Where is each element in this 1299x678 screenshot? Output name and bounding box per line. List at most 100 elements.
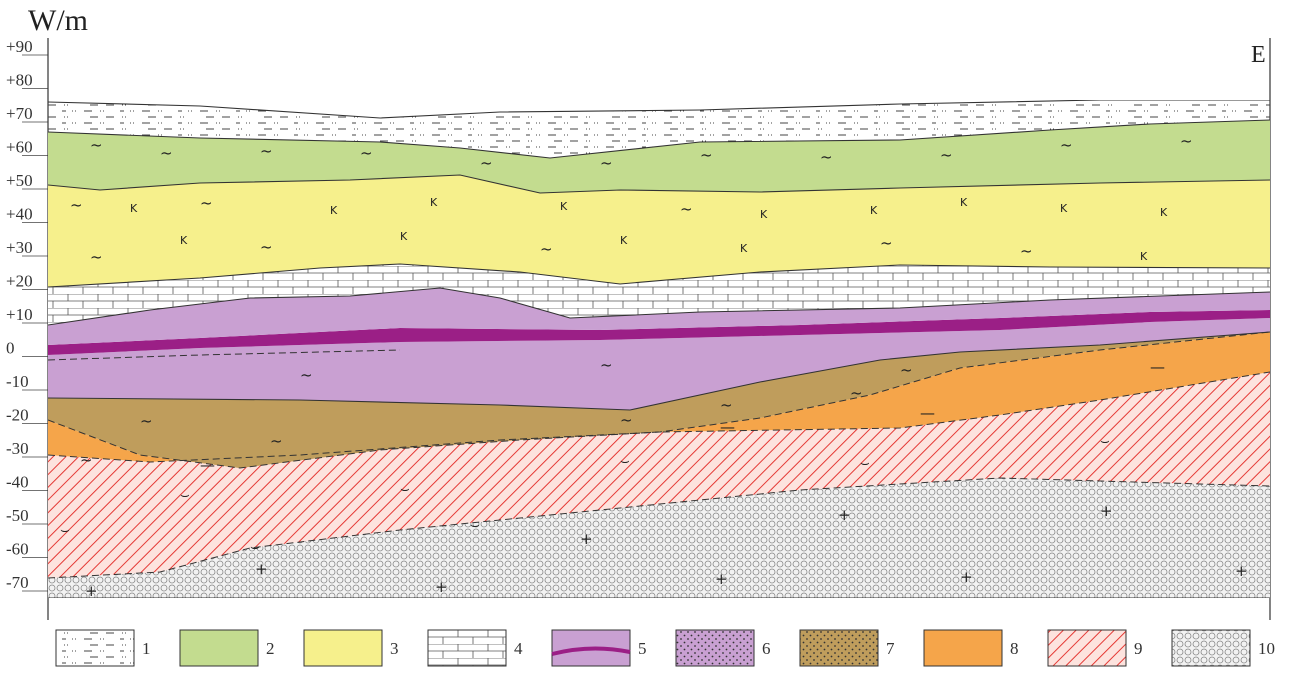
svg-text:~: ~: [600, 154, 613, 172]
svg-text:~: ~: [900, 361, 913, 379]
svg-text:+: +: [435, 578, 448, 596]
y-tick-label: +10: [6, 305, 33, 324]
svg-text:⌣: ⌣: [470, 516, 480, 534]
legend-number-8: 8: [1010, 639, 1019, 658]
svg-text:⌣: ⌣: [60, 521, 70, 539]
layer-8-orange: [48, 332, 1270, 468]
svg-text:~: ~: [160, 144, 173, 162]
svg-text:⌣: ⌣: [400, 480, 410, 498]
svg-text:~: ~: [70, 196, 83, 214]
y-tick-label: 0: [6, 339, 15, 358]
legend-swatch-9: [1047, 629, 1127, 667]
svg-text:⌣: ⌣: [620, 452, 630, 470]
legend-number-5: 5: [638, 639, 647, 658]
svg-text:K: K: [1140, 250, 1148, 263]
svg-text:~: ~: [360, 144, 373, 162]
legend-swatch-1: [55, 629, 135, 667]
legend-swatch-10: [1171, 629, 1251, 667]
svg-text:K: K: [130, 202, 138, 215]
layer-10-basement: [48, 478, 1270, 598]
y-tick-label: +80: [6, 71, 33, 90]
layer-5-purple: [48, 288, 1270, 345]
svg-text:+: +: [1100, 502, 1113, 520]
svg-text:~: ~: [1060, 136, 1073, 154]
layer-9-hatched: [48, 372, 1270, 578]
svg-text:K: K: [740, 242, 748, 255]
legend-number-2: 2: [266, 639, 275, 658]
layer-7-khaki: [48, 332, 1270, 468]
svg-text:+: +: [580, 530, 593, 548]
legend-swatch-dots-7: [800, 630, 878, 666]
y-tick-label: -40: [6, 473, 29, 492]
svg-text:K: K: [430, 196, 438, 209]
svg-text:~: ~: [820, 148, 833, 166]
svg-text:—: —: [200, 456, 215, 474]
svg-text:~: ~: [260, 238, 273, 256]
svg-text:~: ~: [880, 234, 893, 252]
y-axis-title: W/m: [28, 4, 88, 37]
svg-text:~: ~: [90, 248, 103, 266]
legend-number-9: 9: [1134, 639, 1143, 658]
y-tick-label: +30: [6, 238, 33, 257]
svg-text:~: ~: [940, 146, 953, 164]
svg-text:+: +: [960, 568, 973, 586]
svg-text:⌣: ⌣: [860, 454, 870, 472]
svg-text:—: —: [920, 404, 935, 422]
svg-text:~: ~: [540, 240, 553, 258]
legend-number-10: 10: [1258, 639, 1275, 658]
y-tick-label: +90: [6, 37, 33, 56]
y-tick-label: +40: [6, 205, 33, 224]
legend-swatch-4: [427, 629, 507, 667]
svg-text:K: K: [1060, 202, 1068, 215]
svg-text:K: K: [870, 204, 878, 217]
legend-number-7: 7: [886, 639, 895, 658]
svg-text:~: ~: [200, 194, 213, 212]
svg-text:~: ~: [80, 451, 93, 469]
strata-group: ~ ~ ~ ~~ ~ ~ ~ ~ ~ ~ ~ K ~ KK K ~ K KK K K ~K ~ K~ K …: [48, 100, 1270, 600]
svg-text:~: ~: [1020, 242, 1033, 260]
svg-text:+: +: [85, 582, 98, 600]
y-tick-label: -30: [6, 439, 29, 458]
svg-text:—: —: [720, 418, 735, 436]
svg-text:⌣: ⌣: [180, 486, 190, 504]
legend-swatch-dots-6: [676, 630, 754, 666]
svg-text:+: +: [838, 506, 851, 524]
legend-band-5: [551, 646, 631, 656]
legend: 1 2 3 4 5 6 7 8 9 10: [55, 629, 1275, 667]
y-tick-label: +50: [6, 171, 33, 190]
svg-text:~: ~: [140, 412, 153, 430]
svg-text:~: ~: [90, 136, 103, 154]
y-tick-label: -50: [6, 506, 29, 525]
layer-1-silt: [48, 100, 1270, 158]
svg-text:K: K: [620, 234, 628, 247]
layer-3-yellow: [48, 175, 1270, 287]
y-tick-label: +20: [6, 272, 33, 291]
y-tick-label: +70: [6, 104, 33, 123]
svg-text:K: K: [1160, 206, 1168, 219]
legend-number-6: 6: [762, 639, 771, 658]
layer-symbols: ~ ~ ~ ~~ ~ ~ ~ ~ ~ ~ ~ K ~ KK K ~ K KK K K ~K ~ K~ K …: [60, 132, 1248, 600]
y-axis-ticks: +90 +80 +70 +60 +50 +40 +30 +20 +10 0 -10 -20 -30 -40…: [6, 37, 48, 592]
legend-number-4: 4: [514, 639, 523, 658]
y-tick-label: +60: [6, 138, 33, 157]
legend-swatch-2: [179, 629, 259, 667]
svg-text:K: K: [330, 204, 338, 217]
svg-text:~: ~: [270, 432, 283, 450]
svg-text:~: ~: [480, 154, 493, 172]
svg-text:⌣: ⌣: [250, 538, 260, 556]
svg-text:⌣: ⌣: [1100, 432, 1110, 450]
svg-text:K: K: [180, 234, 188, 247]
svg-text:~: ~: [620, 411, 633, 429]
y-tick-label: -70: [6, 573, 29, 592]
direction-label: E: [1251, 42, 1266, 68]
legend-swatch-3: [303, 629, 383, 667]
svg-text:~: ~: [680, 200, 693, 218]
svg-text:K: K: [960, 196, 968, 209]
svg-text:~: ~: [260, 142, 273, 160]
y-tick-label: -10: [6, 372, 29, 391]
svg-text:~: ~: [700, 146, 713, 164]
layer-2-green: [48, 120, 1270, 193]
svg-text:—: —: [1150, 358, 1165, 376]
legend-swatch-8: [923, 629, 1003, 667]
